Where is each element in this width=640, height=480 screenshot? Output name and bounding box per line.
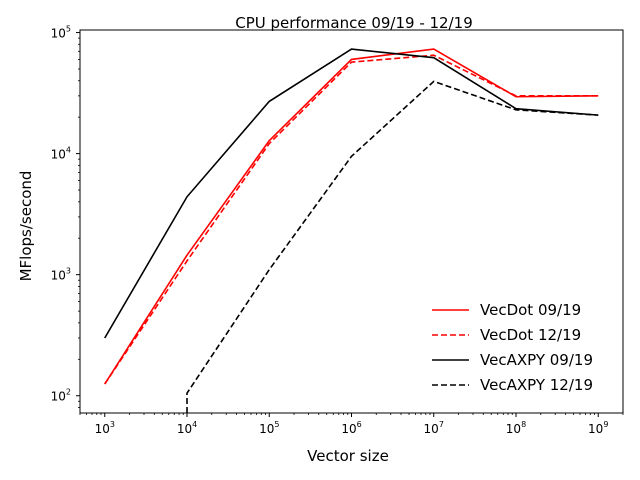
- legend-label-2: VecAXPY 09/19: [480, 351, 593, 369]
- x-tick-exponent: 9: [603, 420, 608, 429]
- y-tick-label: 105: [51, 25, 71, 41]
- x-axis-label: Vector size: [307, 447, 389, 465]
- x-tick-base: 10: [424, 422, 439, 436]
- x-tick-exponent: 7: [439, 420, 444, 429]
- legend-label-0: VecDot 09/19: [480, 301, 581, 319]
- x-tick-base: 10: [341, 422, 356, 436]
- x-tick-exponent: 5: [274, 420, 279, 429]
- x-tick-exponent: 4: [192, 420, 197, 429]
- y-tick-base: 10: [51, 148, 66, 162]
- x-tick-label: 108: [506, 420, 526, 436]
- series-layer: [104, 48, 599, 414]
- y-tick-base: 10: [51, 27, 66, 41]
- y-tick-label: 104: [51, 146, 71, 162]
- x-tick-label: 104: [177, 420, 197, 436]
- x-tick-exponent: 8: [521, 420, 526, 429]
- y-tick-exponent: 5: [66, 25, 71, 34]
- y-tick-base: 10: [51, 269, 66, 283]
- x-tick-label: 109: [588, 420, 608, 436]
- x-axis-ticks: 103 104 105 106 107 108 109: [79, 413, 624, 436]
- x-tick-exponent: 3: [110, 420, 115, 429]
- x-tick-base: 10: [588, 422, 603, 436]
- x-tick-exponent: 6: [357, 420, 362, 429]
- series-line-2: [104, 48, 599, 339]
- y-tick-base: 10: [51, 390, 66, 404]
- legend: VecDot 09/19 VecDot 12/19 VecAXPY 09/19 Vec…: [432, 301, 593, 394]
- x-tick-base: 10: [259, 422, 274, 436]
- x-tick-base: 10: [95, 422, 110, 436]
- legend-label-3: VecAXPY 12/19: [480, 376, 593, 394]
- y-tick-label: 103: [51, 267, 71, 283]
- x-tick-label: 105: [259, 420, 279, 436]
- x-tick-label: 103: [95, 420, 115, 436]
- y-tick-exponent: 4: [66, 146, 71, 155]
- y-tick-exponent: 2: [66, 388, 71, 397]
- y-tick-label: 102: [51, 388, 71, 404]
- x-tick-label: 106: [341, 420, 361, 436]
- y-axis-label: MFlops/second: [17, 171, 35, 282]
- x-tick-base: 10: [506, 422, 521, 436]
- x-tick-label: 107: [424, 420, 444, 436]
- x-tick-base: 10: [177, 422, 192, 436]
- y-tick-exponent: 3: [66, 267, 71, 276]
- chart-title: CPU performance 09/19 - 12/19: [235, 14, 473, 32]
- legend-label-1: VecDot 12/19: [480, 326, 581, 344]
